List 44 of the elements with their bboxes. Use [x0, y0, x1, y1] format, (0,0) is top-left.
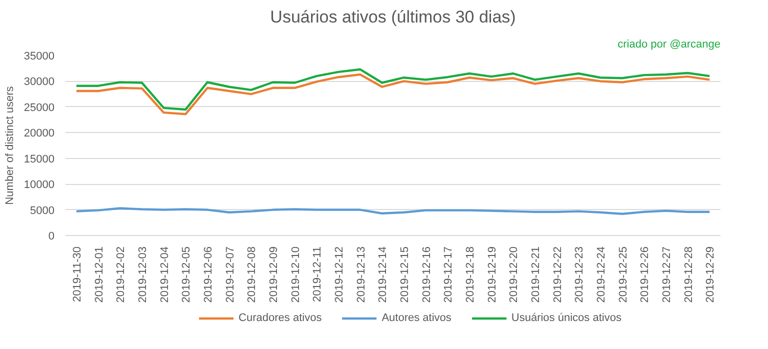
x-tick-label: 2019-12-03: [136, 246, 149, 303]
y-tick-label: 20000: [24, 128, 55, 140]
y-tick-label: 15000: [24, 153, 55, 166]
x-tick-label: 2019-11-30: [71, 246, 84, 302]
x-tick-label: 2019-12-23: [574, 246, 586, 303]
x-tick-label: 2019-12-07: [224, 246, 236, 303]
y-tick-label: 25000: [24, 102, 55, 114]
chart-title: Usuários ativos (últimos 30 dias): [270, 8, 516, 26]
y-tick-label: 0: [48, 230, 55, 242]
y-tick-label: 30000: [24, 76, 55, 88]
y-axis-title: Number of distinct users: [4, 86, 16, 205]
x-tick-label: 2019-12-27: [660, 246, 673, 303]
x-tick-label: 2019-12-18: [464, 246, 476, 303]
x-tick-label: 2019-12-13: [355, 246, 368, 303]
x-tick-label: 2019-12-16: [420, 246, 433, 303]
x-tick-label: 2019-12-28: [682, 246, 695, 303]
x-tick-label: 2019-12-29: [704, 246, 717, 303]
x-tick-label: 2019-12-08: [246, 246, 258, 303]
x-tick-label: 2019-12-09: [268, 246, 280, 303]
x-tick-label: 2019-12-14: [377, 246, 390, 303]
x-tick-label: 2019-12-26: [639, 246, 652, 303]
x-tick-label: 2019-12-24: [595, 246, 608, 303]
x-tick-label: 2019-12-10: [290, 246, 302, 303]
x-tick-label: 2019-12-20: [508, 246, 520, 303]
x-tick-label: 2019-12-06: [202, 246, 214, 303]
x-tick-label: 2019-12-25: [617, 246, 630, 303]
x-tick-label: 2019-12-19: [486, 246, 498, 303]
legend-label: Usuários únicos ativos: [511, 312, 622, 324]
x-tick-label: 2019-12-21: [530, 246, 542, 303]
y-tick-label: 5000: [30, 204, 55, 217]
legend-label: Curadores ativos: [238, 312, 322, 324]
x-tick-label: 2019-12-12: [333, 246, 346, 303]
x-tick-label: 2019-12-22: [552, 246, 564, 303]
y-tick-label: 10000: [24, 179, 55, 192]
y-tick-label: 35000: [24, 50, 55, 62]
x-tick-label: 2019-12-15: [398, 246, 411, 303]
x-tick-label: 2019-12-04: [158, 246, 171, 303]
x-tick-label: 2019-12-05: [180, 246, 193, 303]
x-tick-label: 2019-12-01: [93, 246, 106, 303]
legend-label: Autores ativos: [382, 312, 452, 324]
x-tick-label: 2019-12-11: [312, 246, 324, 302]
text: criado por @arcange: [618, 38, 720, 50]
x-tick-label: 2019-12-02: [115, 246, 128, 303]
x-tick-label: 2019-12-17: [442, 246, 455, 303]
